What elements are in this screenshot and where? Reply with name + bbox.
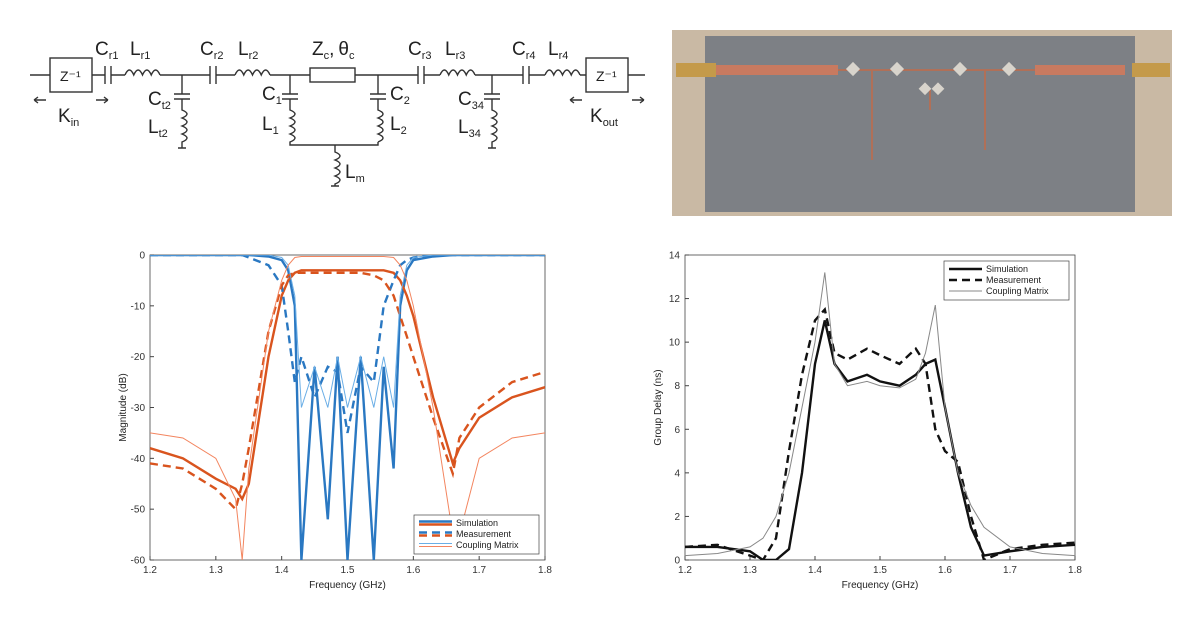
legend-label: Coupling Matrix <box>986 286 1049 296</box>
legend-label: Coupling Matrix <box>456 540 519 550</box>
inverter-label: Z⁻¹ <box>60 68 81 84</box>
x-tick-label: 1.4 <box>275 565 289 576</box>
component-label: Ct2 <box>148 89 171 112</box>
component-label: L34 <box>458 117 481 140</box>
series-line <box>150 255 545 434</box>
y-tick-label: 12 <box>669 294 681 305</box>
inverter-label: Z⁻¹ <box>596 68 617 84</box>
component-label: Cr3 <box>408 39 432 62</box>
component-label: C34 <box>458 89 484 112</box>
y-tick-label: 4 <box>674 468 680 479</box>
series-line <box>150 256 545 560</box>
x-tick-label: 1.7 <box>472 565 486 576</box>
y-tick-label: -30 <box>131 403 146 414</box>
x-tick-label: 1.5 <box>341 565 355 576</box>
y-tick-label: 14 <box>669 251 681 262</box>
component-label: L2 <box>390 114 407 137</box>
y-tick-label: -50 <box>131 505 146 516</box>
series-line <box>685 306 1075 560</box>
x-tick-label: 1.6 <box>406 565 420 576</box>
component-label: Lm <box>345 162 365 185</box>
component-label: Cr2 <box>200 39 224 62</box>
component-label: Zc, θc <box>312 39 355 62</box>
y-tick-label: -60 <box>131 556 146 567</box>
legend-label: Simulation <box>986 264 1028 274</box>
board-photo <box>672 30 1172 216</box>
x-tick-label: 1.6 <box>938 565 952 576</box>
y-tick-label: 0 <box>674 556 680 567</box>
series-line <box>150 271 545 512</box>
y-axis-label: Group Delay (ns) <box>653 369 664 445</box>
circuit <box>30 57 645 187</box>
x-tick-label: 1.3 <box>209 565 223 576</box>
legend-label: Measurement <box>986 275 1042 285</box>
x-tick-label: 1.8 <box>1068 565 1082 576</box>
component-label: Lr4 <box>548 39 568 62</box>
y-tick-label: 6 <box>674 425 680 436</box>
x-tick-label: 1.8 <box>538 565 552 576</box>
y-tick-label: -20 <box>131 352 146 363</box>
y-tick-label: 0 <box>139 251 145 262</box>
series-line <box>150 269 545 502</box>
circuit-labels: Z⁻¹ Z⁻¹ Cr1 Lr1 Ct2 Lt2 Cr2 Lr2 Zc, θc C1… <box>58 39 618 185</box>
chart: 1.2 1.3 1.4 1.5 1.6 1.7 1.8 0 2 4 6 8 10 12 14 Frequenc… <box>653 251 1082 592</box>
component-label: Lt2 <box>148 117 168 140</box>
chart: 1.2 1.3 1.4 1.5 1.6 1.7 1.8 -60 -50 -40 -30 -20 -10 0… <box>118 251 552 592</box>
component-label: C1 <box>262 84 282 107</box>
x-axis-label: Frequency (GHz) <box>842 580 919 591</box>
component-label: Lr2 <box>238 39 258 62</box>
legend-label: Simulation <box>456 518 498 528</box>
x-tick-label: 1.3 <box>743 565 757 576</box>
component-label: Cr4 <box>512 39 536 62</box>
x-tick-label: 1.5 <box>873 565 887 576</box>
charts: 1.2 1.3 1.4 1.5 1.6 1.7 1.8 -60 -50 -40 -30 -20 -10 0… <box>118 251 1082 592</box>
x-tick-label: 1.4 <box>808 565 822 576</box>
y-tick-label: -40 <box>131 454 146 465</box>
component-label: Cr1 <box>95 39 119 62</box>
component-label: Lr3 <box>445 39 465 62</box>
y-tick-label: 10 <box>669 338 681 349</box>
component-label: L1 <box>262 114 279 137</box>
series-line <box>685 320 1075 560</box>
legend-label: Measurement <box>456 529 512 539</box>
x-tick-label: 1.2 <box>678 565 692 576</box>
x-axis-label: Frequency (GHz) <box>309 580 386 591</box>
component-label: C2 <box>390 84 410 107</box>
x-tick-label: 1.2 <box>143 565 157 576</box>
y-axis-label: Magnitude (dB) <box>118 373 129 441</box>
plot-area <box>684 254 1076 561</box>
component-label: Kout <box>590 106 618 129</box>
component-label: Lr1 <box>130 39 150 62</box>
y-tick-label: -10 <box>131 301 146 312</box>
y-tick-label: 2 <box>674 512 680 523</box>
x-tick-label: 1.7 <box>1003 565 1017 576</box>
series-line <box>685 272 1075 557</box>
y-tick-label: 8 <box>674 381 680 392</box>
component-label: Kin <box>58 106 79 129</box>
series-line <box>150 255 545 408</box>
